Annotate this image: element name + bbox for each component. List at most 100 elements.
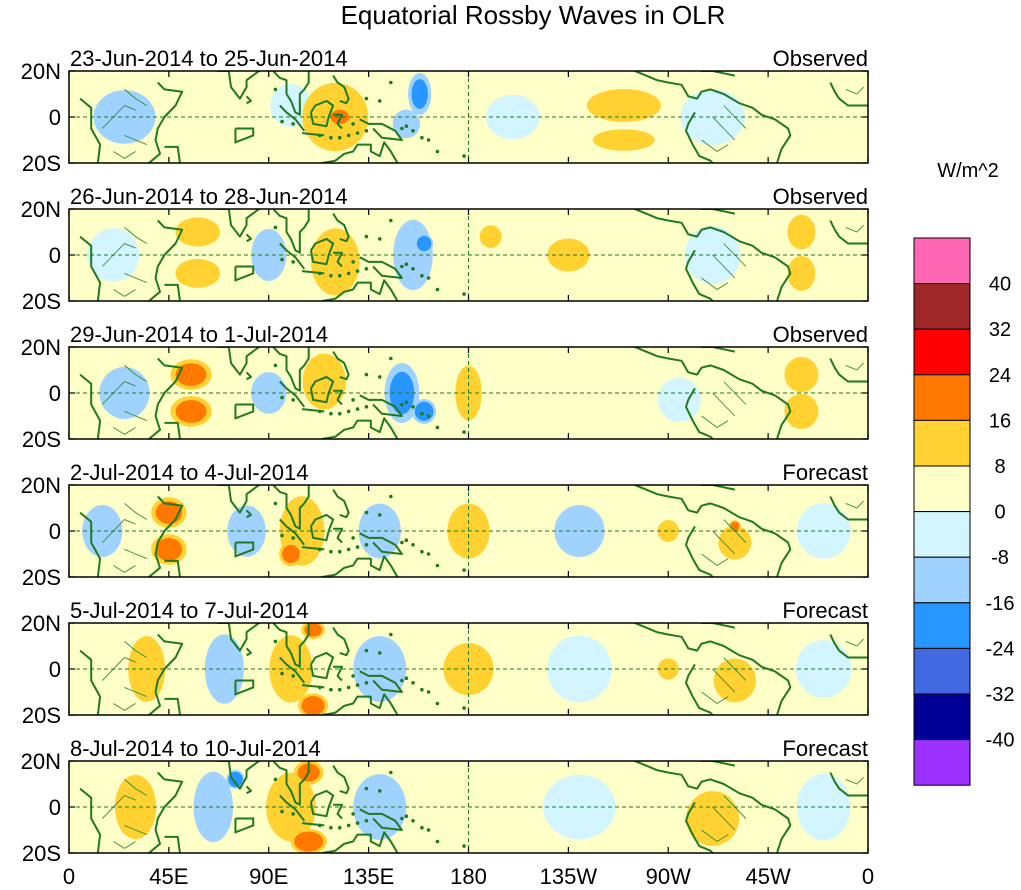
country-border (845, 362, 864, 371)
island (280, 119, 284, 124)
coastline (148, 771, 184, 853)
olr-anomaly-blob (554, 504, 605, 558)
country-border (101, 104, 136, 129)
island (400, 816, 404, 821)
island (462, 706, 466, 710)
island (291, 398, 295, 402)
coastline (359, 394, 403, 417)
coastline (148, 219, 184, 301)
island (426, 690, 431, 694)
coastline (148, 357, 184, 439)
island (462, 292, 466, 296)
country-border (712, 254, 736, 279)
colorbar-swatch (913, 647, 971, 695)
colorbar-label: 32 (989, 319, 1011, 341)
y-tick-label: 0 (49, 519, 61, 544)
island (420, 687, 424, 692)
colorbar-label: -16 (986, 593, 1015, 615)
y-tick-label: 20N (21, 611, 61, 636)
island (291, 536, 295, 540)
coastline (359, 670, 403, 693)
island (280, 395, 284, 400)
island (355, 131, 360, 135)
panel-period: 26-Jun-2014 to 28-Jun-2014 (70, 184, 348, 209)
island (291, 260, 295, 264)
island (435, 287, 440, 292)
coastline (309, 513, 335, 542)
olr-anomaly-blob (795, 640, 852, 698)
olr-anomaly-blob (175, 363, 207, 387)
coastline (217, 623, 261, 652)
colorbar-label: 24 (989, 365, 1011, 387)
coastline (332, 627, 350, 657)
coastline (685, 249, 714, 301)
country-border (845, 224, 864, 233)
coastline (79, 97, 102, 163)
island (426, 828, 431, 832)
colorbar-swatch (913, 511, 971, 558)
island (351, 122, 355, 126)
island (351, 536, 355, 540)
olr-anomaly-blob (416, 235, 432, 252)
coastlines (79, 347, 868, 439)
island (346, 271, 351, 276)
island (389, 770, 393, 775)
island (400, 402, 404, 407)
coastline (332, 213, 350, 243)
coastline (164, 835, 181, 853)
x-tick-label: 90W (646, 864, 691, 889)
country-border (701, 691, 729, 705)
coastline (332, 489, 350, 519)
olr-anomaly-blob (301, 696, 325, 715)
coastline (217, 485, 261, 514)
coastline (685, 387, 714, 439)
coastline (701, 209, 736, 215)
olr-anomaly-blob (420, 780, 473, 834)
coastlines (79, 209, 868, 301)
coastline (829, 82, 868, 107)
country-border (113, 565, 136, 573)
island (291, 674, 295, 678)
coastline (321, 831, 399, 853)
island (351, 398, 355, 402)
coastline (79, 511, 102, 577)
island (280, 671, 284, 676)
coastline (701, 623, 736, 629)
island (273, 639, 278, 644)
y-tick-label: 0 (49, 105, 61, 130)
coastline (359, 532, 403, 555)
coastline (217, 761, 261, 790)
island (355, 407, 360, 411)
coastline (359, 256, 403, 279)
panel-status: Observed (773, 184, 868, 209)
island (377, 237, 382, 241)
coastlines (79, 485, 868, 577)
island (377, 789, 382, 793)
island (364, 234, 369, 239)
coastline (309, 789, 335, 818)
island (273, 87, 278, 92)
region-box (234, 403, 255, 420)
coastlines (79, 761, 868, 853)
country-border (124, 89, 147, 106)
panel-6: 20N 0 20S 8-Jul-2014 to 10-Jul-2014 Forecast (21, 736, 869, 866)
coastline (279, 656, 306, 684)
coastline (333, 803, 343, 820)
panel-2: 20N 0 20S 26-Jun-2014 to 28-Jun-2014 Observe… (21, 184, 869, 314)
island (435, 425, 440, 430)
island (420, 549, 424, 554)
island (346, 547, 351, 552)
colorbar-swatch (913, 374, 971, 421)
olr-anomaly-blob (547, 635, 612, 703)
island (377, 651, 382, 655)
island (337, 273, 342, 278)
island (351, 260, 355, 264)
coastline (148, 81, 184, 163)
coastline (685, 801, 714, 853)
colorbar-swatch (913, 739, 971, 786)
region-box (234, 127, 255, 144)
coastline (217, 347, 261, 376)
y-tick-label: 20N (21, 749, 61, 774)
coastline (829, 496, 868, 521)
